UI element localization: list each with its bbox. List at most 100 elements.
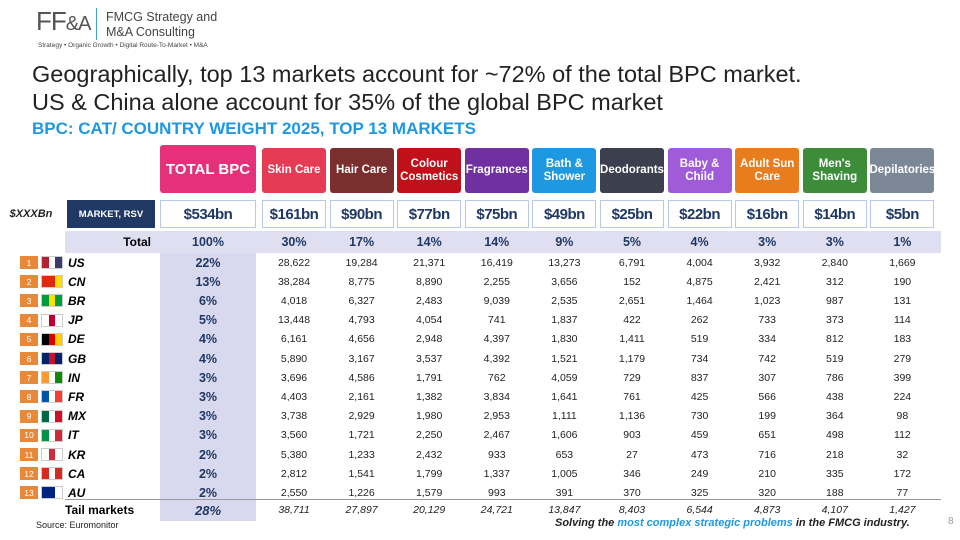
- cell-value: 2,535: [551, 294, 578, 307]
- total-value: 17%: [349, 235, 375, 249]
- cell-value: 1,669: [889, 256, 916, 269]
- cell-value: 741: [488, 314, 506, 327]
- cell-value: 4,018: [280, 294, 308, 307]
- flag: [41, 352, 63, 365]
- cell-value: 3,167: [348, 352, 375, 365]
- cell-value: 4,875: [686, 275, 713, 288]
- flag-stripe: [48, 276, 56, 288]
- cell-value: 131: [893, 294, 912, 307]
- flag-stripe: [48, 468, 56, 480]
- cell-value: 373: [826, 314, 844, 327]
- cell-value: 4,059: [551, 371, 578, 384]
- cell-value: 761: [623, 390, 641, 403]
- divider: [96, 8, 97, 40]
- flag: [41, 332, 63, 346]
- cell-value: 190: [893, 275, 912, 288]
- cell-value: 364: [826, 410, 844, 423]
- cell-value: 307: [758, 371, 776, 384]
- rank-badge: 6: [20, 352, 38, 365]
- cell-value: 993: [488, 486, 506, 499]
- cell-value: 152: [623, 275, 641, 288]
- company-line: M&A Consulting: [106, 25, 195, 39]
- flag-stripe: [42, 410, 49, 422]
- column-header: Bath & Shower: [532, 148, 597, 193]
- flag: [41, 428, 63, 442]
- flag-stripe: [42, 468, 49, 480]
- share-value: 5%: [198, 313, 218, 328]
- flag-stripe: [48, 429, 56, 441]
- cell-value: 1,136: [618, 410, 646, 423]
- flag-stripe: [42, 295, 49, 307]
- cell-value: 733: [758, 314, 776, 327]
- cell-value: 1,830: [551, 333, 578, 346]
- subtitle: BPC: CAT/ COUNTRY WEIGHT 2025, TOP 13 MA…: [32, 119, 476, 138]
- cell-value: 188: [826, 486, 844, 499]
- market-value: $49bn: [532, 200, 597, 228]
- cell-value: 1,111: [552, 410, 577, 423]
- tail-value: 38,711: [278, 504, 310, 516]
- cell-value: 3,696: [280, 371, 308, 384]
- market-value: $16bn: [735, 200, 800, 228]
- cell-value: 279: [893, 352, 912, 365]
- cell-value: 2,483: [416, 294, 443, 307]
- cell-value: 325: [690, 486, 709, 499]
- cell-value: 3,656: [551, 275, 578, 288]
- cell-value: 370: [623, 486, 641, 499]
- total-value: 3%: [825, 235, 844, 249]
- cell-value: 3,834: [483, 390, 510, 403]
- cell-value: 438: [826, 390, 844, 403]
- claim-text: Solving the: [555, 517, 618, 529]
- flag: [41, 409, 63, 423]
- flag-stripe: [42, 257, 49, 268]
- rank-badge: 1: [20, 256, 38, 269]
- cell-value: 2,421: [754, 275, 781, 288]
- logo-amp: &A: [65, 13, 92, 35]
- title-line: US & China alone account for 35% of the …: [32, 89, 663, 115]
- country: US: [68, 255, 85, 270]
- cell-value: 5,380: [280, 448, 308, 461]
- flag: [41, 275, 63, 289]
- cell-value: 6,791: [618, 256, 646, 269]
- flag-stripe: [55, 487, 63, 499]
- cell-value: 3,932: [754, 256, 781, 269]
- cell-value: 2,255: [483, 275, 510, 288]
- cell-value: 1,023: [754, 294, 781, 307]
- tail-value: 27,897: [345, 504, 378, 516]
- flag-stripe: [42, 487, 49, 499]
- cell-value: 4,392: [483, 352, 510, 365]
- flag-stripe: [42, 372, 49, 384]
- country: JP: [68, 313, 83, 328]
- cell-value: 6,327: [348, 294, 375, 307]
- flag: [41, 467, 63, 481]
- cell-value: 742: [758, 352, 776, 365]
- flag-stripe: [48, 487, 56, 499]
- rank-badge: 9: [20, 409, 38, 423]
- cell-value: 4,656: [348, 333, 375, 346]
- cell-value: 16,419: [480, 256, 513, 269]
- cell-value: 762: [488, 371, 506, 384]
- cell-value: 1,464: [686, 294, 713, 307]
- flag-stripe: [55, 257, 63, 268]
- share-value: 3%: [198, 409, 218, 424]
- cell-value: 1,721: [348, 429, 375, 442]
- claim-text: in the FMCG industry.: [792, 517, 910, 529]
- cell-value: 13,448: [277, 314, 311, 327]
- flag: [41, 390, 63, 404]
- market-value: $75bn: [464, 200, 529, 228]
- flag: [41, 256, 63, 269]
- rank-badge: 11: [20, 448, 38, 461]
- cell-value: 1,606: [551, 429, 578, 442]
- market-value: $5bn: [870, 200, 935, 228]
- cell-value: 812: [826, 333, 844, 346]
- tail-value: 4,107: [821, 504, 848, 516]
- tagline: Strategy • Organic Growth • Digital Rout…: [38, 42, 208, 49]
- column-header: Skin Care: [262, 148, 326, 193]
- flag-stripe: [55, 333, 63, 345]
- rank-badge: 10: [20, 428, 38, 442]
- claim: Solving the most complex strategic probl…: [555, 517, 910, 529]
- flag-stripe: [42, 429, 49, 441]
- flag: [41, 448, 63, 461]
- cell-value: 98: [896, 410, 909, 423]
- market-value: $25bn: [600, 200, 664, 228]
